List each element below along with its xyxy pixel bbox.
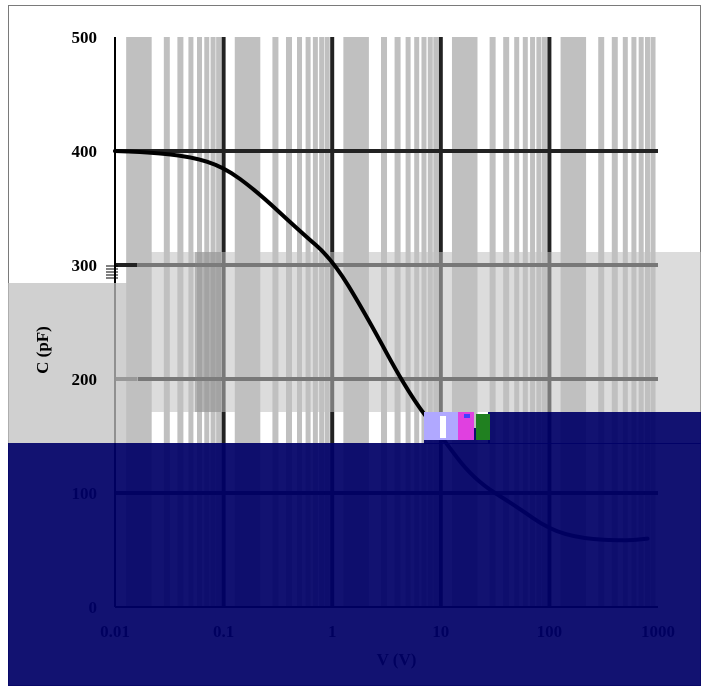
y-tick-label: 400	[72, 142, 98, 161]
gray-overlay-band	[8, 283, 138, 443]
navy-overlay	[8, 443, 701, 686]
y-axis-title: C (pF)	[33, 326, 52, 374]
y-tick-label: 200	[72, 370, 98, 389]
y-tick-label: 500	[72, 28, 98, 47]
color-artifact	[464, 414, 470, 418]
gray-overlay-band	[137, 252, 701, 412]
color-artifact	[458, 412, 474, 440]
y-tick-label: 300	[72, 256, 98, 275]
navy-overlay	[488, 412, 701, 444]
color-artifact	[476, 414, 490, 440]
gray-overlay-band	[195, 252, 221, 412]
color-artifact	[440, 416, 446, 438]
